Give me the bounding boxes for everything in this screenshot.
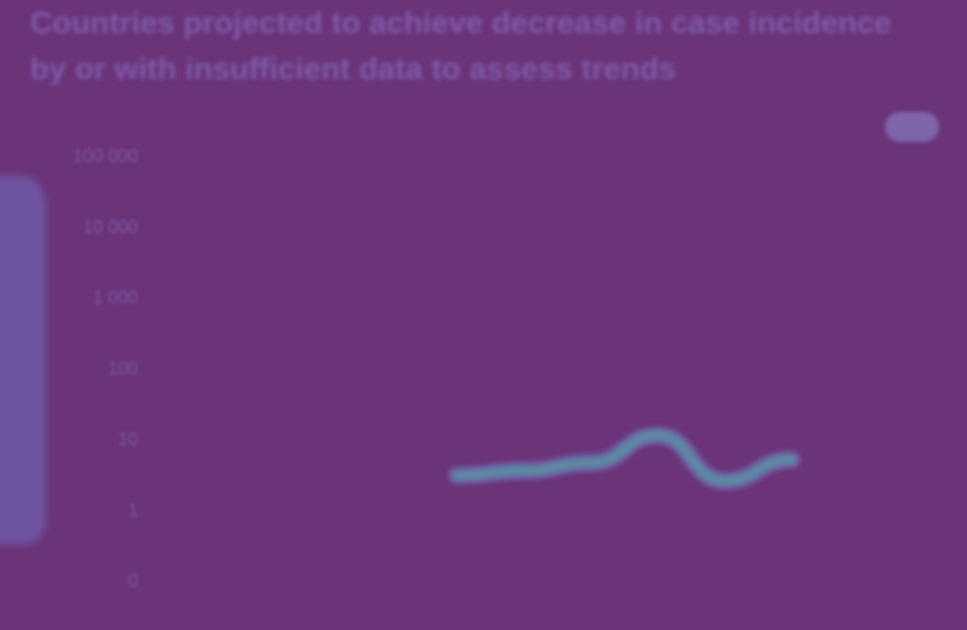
data-point — [588, 460, 593, 465]
data-point — [455, 473, 460, 478]
series-layer — [448, 426, 801, 490]
title-part-3: or with insufficient data to assess tren… — [74, 51, 676, 86]
y-tick-label: 100 — [108, 359, 138, 379]
data-point — [789, 457, 794, 462]
data-point — [722, 478, 727, 483]
y-tick-label: 10 000 — [83, 217, 138, 237]
y-tick-label: 1 — [128, 500, 138, 520]
y-axis: 0 1 10 100 1 000 10 000 100 000 — [73, 146, 138, 591]
legend — [885, 112, 949, 142]
data-point — [522, 468, 527, 473]
y-tick-label: 100 000 — [73, 146, 138, 166]
y-tick-label: 0 — [128, 571, 138, 591]
data-point — [655, 433, 660, 438]
y-tick-label: 1 000 — [93, 288, 138, 308]
chart-title: Countries projected to achieve decrease … — [30, 0, 910, 92]
title-part-2: decrease in case incidence by — [30, 5, 892, 86]
title-part-1: Countries projected to achieve — [30, 5, 484, 40]
legend-swatch — [885, 112, 939, 142]
y-tick-label: 10 — [118, 429, 138, 449]
side-panel-shape — [0, 175, 46, 545]
